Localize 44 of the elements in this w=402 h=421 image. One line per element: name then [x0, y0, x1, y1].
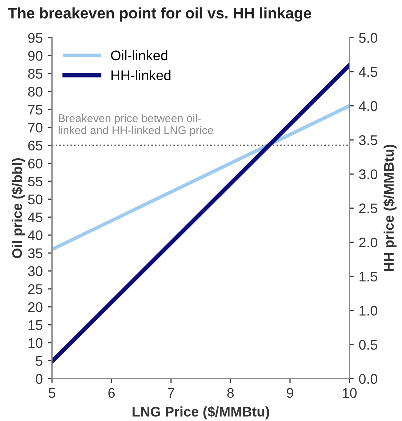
y-tick-label: 55	[28, 176, 43, 187]
y2-tick-label: 0.0	[359, 374, 378, 384]
y-tick-label: 0	[36, 374, 43, 384]
y2-tick-label: 4.5	[359, 67, 378, 78]
x-axis-title: LNG Price ($/MMBtu)	[132, 406, 270, 420]
y-tick-label: 95	[28, 33, 43, 44]
y2-tick-label: 3.5	[359, 136, 378, 146]
y-tick-label: 20	[28, 302, 43, 312]
legend-label: Oil-linked	[111, 50, 168, 61]
x-tick-label: 7	[168, 388, 174, 398]
x-tick-label: 9	[287, 388, 294, 398]
x-tick-label: 6	[108, 388, 116, 398]
y-tick-label: 5	[36, 356, 43, 366]
y2-tick-label: 1.5	[360, 272, 378, 282]
y2-tick-label: 3.0	[359, 170, 378, 180]
y-tick-label: 80	[28, 87, 43, 97]
y-tick-label: 25	[28, 284, 43, 294]
x-tick-label: 5	[48, 388, 56, 398]
y2-axis-title: HH price ($/MMBtu)	[384, 145, 397, 272]
y-tick-label: 30	[28, 266, 43, 276]
y-tick-label: 40	[28, 230, 43, 240]
y-tick-label: 90	[28, 51, 43, 62]
y2-tick-label: 5.0	[359, 33, 378, 44]
y2-tick-label: 2.0	[359, 238, 378, 248]
ref-line-label: Breakeven price between oil- linked and HH-linked LNG price	[58, 114, 214, 137]
y-tick-label: 10	[28, 338, 43, 348]
chart-title: The breakeven point for oil vs. HH linkage	[8, 8, 312, 22]
y-axis-title: Oil price ($/bbl)	[12, 158, 26, 258]
x-tick-label: 10	[343, 388, 357, 398]
y-tick-label: 15	[28, 320, 43, 330]
y-tick-label: 70	[28, 122, 43, 133]
y-tick-label: 85	[28, 69, 43, 79]
y2-tick-label: 4.0	[359, 101, 378, 112]
y2-tick-label: 1.0	[360, 306, 378, 316]
y-tick-label: 60	[28, 158, 43, 169]
y-tick-label: 65	[28, 140, 43, 151]
y-tick-label: 75	[28, 105, 43, 115]
y-tick-label: 35	[28, 248, 43, 258]
y-tick-label: 50	[28, 194, 43, 205]
x-tick-label: 8	[227, 388, 234, 398]
y2-tick-label: 2.5	[359, 204, 378, 214]
y2-tick-label: 0.5	[359, 340, 378, 350]
legend-label: HH-linked	[112, 70, 171, 80]
y-tick-label: 45	[28, 212, 43, 223]
